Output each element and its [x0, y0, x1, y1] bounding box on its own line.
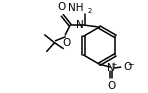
Text: N: N [107, 63, 115, 73]
Text: O: O [107, 81, 115, 91]
Text: +: + [111, 62, 117, 68]
Text: NH: NH [68, 3, 84, 13]
Text: O: O [62, 38, 70, 48]
Text: 2: 2 [88, 8, 92, 14]
Text: N: N [76, 20, 84, 30]
Text: O: O [124, 62, 132, 72]
Text: −: − [127, 60, 133, 69]
Text: O: O [57, 3, 65, 12]
